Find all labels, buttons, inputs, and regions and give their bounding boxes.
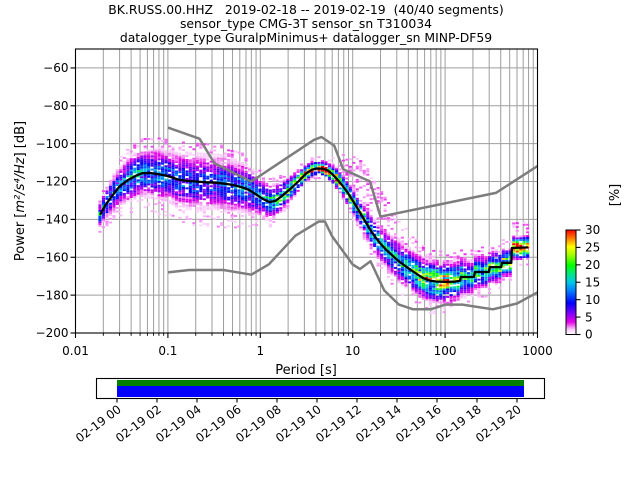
y-tick-label: −120 bbox=[36, 175, 69, 189]
plot-frame bbox=[74, 48, 539, 334]
x-tick-label: 0.1 bbox=[158, 344, 177, 358]
colorbar-gradient bbox=[565, 229, 577, 335]
y-tick-label: −60 bbox=[43, 61, 68, 75]
colorbar-unit-label: [%] bbox=[608, 184, 623, 207]
y-tick-label: −80 bbox=[43, 99, 68, 113]
timeline-tick-label: 02-19 20 bbox=[473, 402, 524, 445]
histogram-cells bbox=[98, 137, 530, 315]
x-tick-label: 10 bbox=[345, 344, 360, 358]
colorbar-tick-label: 30 bbox=[585, 223, 600, 237]
colorbar-tick-label: 10 bbox=[585, 293, 600, 307]
plot-subtitle-sensor: sensor_type CMG-3T sensor_sn T310034 bbox=[180, 16, 432, 31]
y-tick-label: −160 bbox=[36, 250, 69, 264]
colorbar-tick-label: 0 bbox=[585, 328, 593, 342]
x-tick-label: 1 bbox=[256, 344, 264, 358]
y-tick-label: −180 bbox=[36, 288, 69, 302]
x-tick-label: 100 bbox=[434, 344, 457, 358]
colorbar: 0 5 10 15 20 25 30 bbox=[565, 223, 600, 342]
nhnm-curve bbox=[167, 126, 538, 218]
y-tick-label: −100 bbox=[36, 137, 69, 151]
x-axis: 0.01 0.1 1 10 100 1000 bbox=[62, 333, 553, 358]
x-tick-label: 0.01 bbox=[62, 344, 89, 358]
plot-title: BK.RUSS.00.HHZ 2019-02-18 -- 2019-02-19 … bbox=[108, 2, 503, 17]
x-tick-label: 1000 bbox=[522, 344, 553, 358]
timeline-data-bar bbox=[117, 386, 524, 397]
plot-subtitle-datalogger: datalogger_type GuralpMinimus+ datalogge… bbox=[120, 30, 492, 45]
mode-line bbox=[99, 167, 529, 284]
y-axis: −200 −180 −160 −140 −120 −100 −80 −60 bbox=[36, 61, 76, 340]
colorbar-tick-label: 25 bbox=[585, 241, 600, 255]
noise-model-curves bbox=[167, 126, 538, 311]
y-tick-label: −200 bbox=[36, 326, 69, 340]
y-tick-label: −140 bbox=[36, 213, 69, 227]
colorbar-tick-label: 5 bbox=[585, 310, 593, 324]
nlnm-curve bbox=[167, 220, 538, 311]
y-axis-label: Power [m²/s⁴/Hz] [dB] bbox=[13, 121, 28, 261]
x-axis-label: Period [s] bbox=[275, 363, 337, 378]
colorbar-tick-label: 20 bbox=[585, 258, 600, 272]
colorbar-tick-label: 15 bbox=[585, 275, 600, 289]
timeline-processed-bar bbox=[117, 380, 524, 386]
